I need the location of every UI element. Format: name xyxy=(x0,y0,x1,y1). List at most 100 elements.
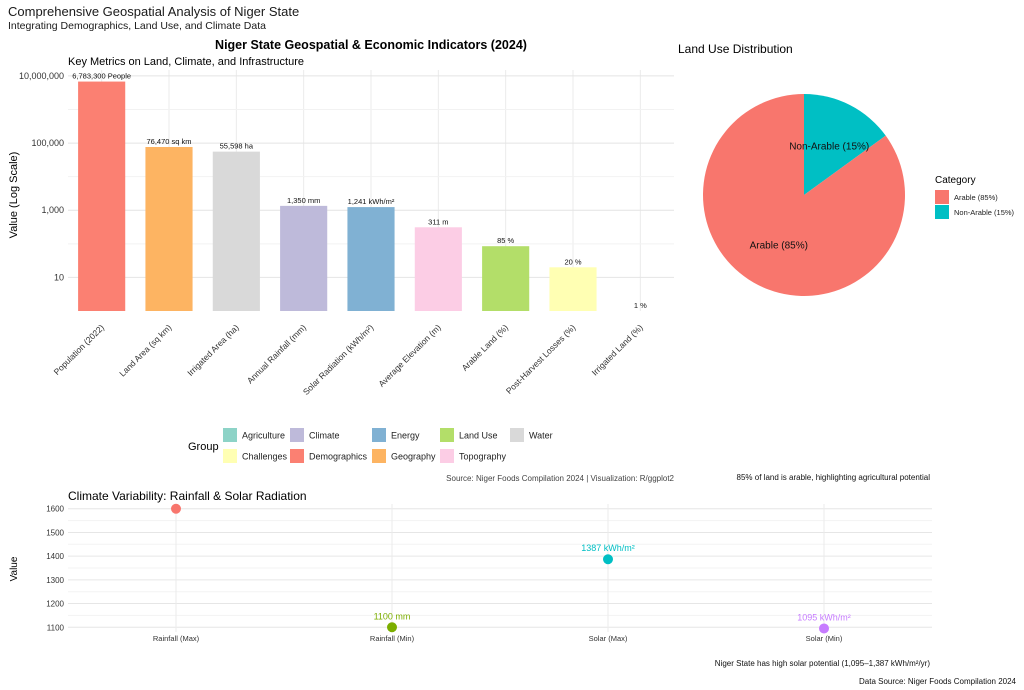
scatter-x-tick-label: Solar (Max) xyxy=(589,634,628,643)
scatter-y-tick-label: 1200 xyxy=(46,600,64,609)
legend-entry-label: Water xyxy=(529,431,553,441)
page-subtitle: Integrating Demographics, Land Use, and … xyxy=(8,20,266,32)
pie-chart: Land Use Distribution Non-Arable (15%) Ar… xyxy=(678,42,1015,482)
scatter-x-tick-label: Rainfall (Max) xyxy=(153,634,200,643)
legend-swatch xyxy=(372,449,386,463)
bar xyxy=(280,205,328,311)
bar-data-label: 55,598 ha xyxy=(220,142,254,151)
bar-data-label: 1 % xyxy=(634,301,647,310)
scatter-point-label: 1387 kWh/m² xyxy=(581,543,635,553)
bar-data-label: 85 % xyxy=(497,236,514,245)
bar-data-label: 1,241 kWh/m² xyxy=(348,197,395,206)
bar-chart-bars xyxy=(78,81,597,311)
scatter-y-tick-label: 1500 xyxy=(46,528,64,537)
scatter-point-label: 1100 mm xyxy=(374,611,411,621)
pie-chart-title: Land Use Distribution xyxy=(678,42,793,56)
bar-y-tick-label: 10,000,000 xyxy=(19,71,64,81)
bar xyxy=(347,207,395,311)
pie-slice-label: Non-Arable (15%) xyxy=(789,142,869,153)
legend-swatch xyxy=(290,428,304,442)
scatter-point xyxy=(819,623,829,634)
legend-entry-label: Topography xyxy=(459,452,507,462)
bar-chart-caption: Source: Niger Foods Compilation 2024 | V… xyxy=(446,474,674,483)
bar-x-tick-label: Irrigated Area (ha) xyxy=(185,322,241,378)
legend-entry-label: Challenges xyxy=(242,452,288,462)
legend-entry-label: Land Use xyxy=(459,431,498,441)
scatter-y-tick-label: 1600 xyxy=(46,505,64,514)
bar xyxy=(414,227,462,311)
data-source-footer: Data Source: Niger Foods Compilation 202… xyxy=(859,677,1017,686)
bar-chart-y-ticks: 10 1,000 100,000 10,000,000 xyxy=(19,71,64,283)
scatter-chart-title: Climate Variability: Rainfall & Solar Ra… xyxy=(68,489,307,503)
legend-swatch xyxy=(440,449,454,463)
legend-swatch xyxy=(440,428,454,442)
scatter-point-label: 1095 kWh/m² xyxy=(797,612,851,622)
scatter-point xyxy=(603,554,613,565)
legend-entry-label: Agriculture xyxy=(242,431,285,441)
legend-entry-label: Demographics xyxy=(309,452,368,462)
bar xyxy=(212,151,260,311)
bar-x-tick-label: Population (2022) xyxy=(52,322,107,377)
legend-swatch xyxy=(290,449,304,463)
bar xyxy=(145,146,193,311)
scatter-point xyxy=(387,622,397,633)
scatter-chart-y-ticks: 1100 1200 1300 1400 1500 1600 xyxy=(46,505,64,633)
bar xyxy=(78,81,126,311)
scatter-chart-point-labels: 1100 mm 1387 kWh/m² 1095 kWh/m² xyxy=(374,543,851,622)
bar-x-tick-label: Solar Radiation (kWh/m²) xyxy=(301,322,376,397)
scatter-chart-x-ticks: Rainfall (Max) Rainfall (Min) Solar (Max) S… xyxy=(153,634,843,643)
bar-chart-y-axis-label: Value (Log Scale) xyxy=(8,152,20,239)
scatter-chart-y-axis-label: Value xyxy=(9,556,20,581)
bar-x-tick-label: Post-Harvest Losses (%) xyxy=(504,322,578,396)
legend-swatch xyxy=(510,428,524,442)
scatter-x-tick-label: Solar (Min) xyxy=(806,634,843,643)
scatter-point xyxy=(171,503,181,514)
pie-chart-slices xyxy=(703,94,905,296)
scatter-chart: Climate Variability: Rainfall & Solar Ra… xyxy=(9,489,932,668)
pie-chart-legend: Category Arable (85%) Non-Arable (15%) xyxy=(935,175,1015,219)
legend-entry-label: Energy xyxy=(391,431,420,441)
bar-y-tick-label: 1,000 xyxy=(41,205,64,215)
pie-chart-caption: 85% of land is arable, highlighting agri… xyxy=(737,473,931,482)
scatter-chart-caption: Niger State has high solar potential (1,… xyxy=(715,659,931,668)
bar-chart-subtitle: Key Metrics on Land, Climate, and Infras… xyxy=(68,56,304,68)
bar-chart-title: Niger State Geospatial & Economic Indica… xyxy=(215,38,527,52)
bar-chart-data-labels: 6,783,300 People 76,470 sq km 55,598 ha 1,3… xyxy=(72,72,647,310)
pie-legend-entry-label: Non-Arable (15%) xyxy=(954,208,1015,217)
scatter-x-tick-label: Rainfall (Min) xyxy=(370,634,415,643)
bar-x-tick-label: Arable Land (%) xyxy=(460,322,511,373)
bar xyxy=(549,267,597,311)
legend-entry-label: Geography xyxy=(391,452,436,462)
bar-chart: Niger State Geospatial & Economic Indica… xyxy=(8,38,675,483)
scatter-chart-points xyxy=(171,503,829,634)
pie-slice xyxy=(703,94,905,296)
legend-swatch xyxy=(223,428,237,442)
bar-y-tick-label: 100,000 xyxy=(31,138,64,148)
scatter-y-tick-label: 1100 xyxy=(47,623,65,632)
bar-legend-title: Group xyxy=(188,441,219,453)
pie-chart-slice-labels: Non-Arable (15%) Arable (85%) xyxy=(750,142,870,252)
bar-chart-x-ticks: Population (2022) Land Area (sq km) Irriga… xyxy=(52,322,645,397)
bar-data-label: 1,350 mm xyxy=(287,196,320,205)
legend-swatch xyxy=(223,449,237,463)
legend-entry-label: Climate xyxy=(309,431,340,441)
pie-legend-entry-label: Arable (85%) xyxy=(954,193,998,202)
page-title: Comprehensive Geospatial Analysis of Nig… xyxy=(8,4,300,19)
pie-slice-label: Arable (85%) xyxy=(750,240,808,251)
bar-chart-legend: Group Agriculture Climate Energy Land Use Wa… xyxy=(188,428,553,463)
bar-data-label: 20 % xyxy=(564,257,581,266)
pie-legend-swatch xyxy=(935,190,949,204)
pie-legend-swatch xyxy=(935,205,949,219)
bar-x-tick-label: Annual Rainfall (mm) xyxy=(245,322,308,385)
bar-data-label: 76,470 sq km xyxy=(146,137,191,146)
scatter-chart-grid xyxy=(68,504,932,632)
scatter-y-tick-label: 1300 xyxy=(46,576,64,585)
pie-slice xyxy=(804,94,886,195)
bar xyxy=(482,246,530,311)
bar-x-tick-label: Irrigated Land (%) xyxy=(590,322,645,377)
pie-legend-title: Category xyxy=(935,175,976,186)
legend-swatch xyxy=(372,428,386,442)
scatter-y-tick-label: 1400 xyxy=(46,552,64,561)
bar-data-label: 6,783,300 People xyxy=(72,72,131,81)
